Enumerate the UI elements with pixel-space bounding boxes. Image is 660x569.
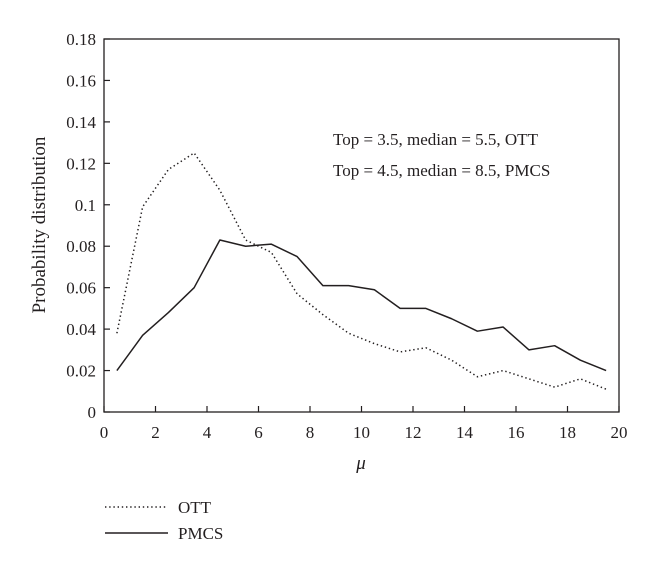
annotation-ott: Top = 3.5, median = 5.5, OTT: [333, 130, 539, 149]
y-tick-label: 0.04: [66, 320, 96, 339]
x-tick-label: 18: [559, 423, 576, 442]
y-tick-label: 0.06: [66, 279, 96, 298]
y-tick-label: 0.1: [75, 196, 96, 215]
y-tick-label: 0.08: [66, 237, 96, 256]
annotation-pmcs: Top = 4.5, median = 8.5, PMCS: [333, 161, 550, 180]
series-line-pmcs: [116, 239, 607, 372]
y-tick-label: 0.14: [66, 113, 96, 132]
x-tick-label: 14: [456, 423, 474, 442]
legend-pmcs-label: PMCS: [178, 524, 223, 543]
y-tick-label: 0.18: [66, 30, 96, 49]
x-tick-label: 8: [306, 423, 315, 442]
y-tick-label: 0.02: [66, 362, 96, 381]
x-tick-label: 2: [151, 423, 160, 442]
legend-ott-label: OTT: [178, 498, 212, 517]
y-tick-label: 0.16: [66, 71, 96, 90]
x-tick-label: 4: [203, 423, 212, 442]
series-line-ott: [116, 152, 607, 390]
x-axis: 0 2 4 6 8 10 12 14 16 18 20: [100, 406, 628, 442]
y-tick-label: 0: [88, 403, 97, 422]
y-axis-title: Probability distribution: [29, 136, 50, 313]
x-tick-label: 6: [254, 423, 263, 442]
plot-frame: [103, 38, 620, 413]
x-tick-label: 10: [353, 423, 370, 442]
x-tick-label: 0: [100, 423, 109, 442]
y-axis: 0 0.02 0.04 0.06 0.08 0.1 0.12 0.14 0.16 0.18: [66, 30, 110, 422]
x-tick-label: 16: [508, 423, 525, 442]
y-tick-label: 0.12: [66, 154, 96, 173]
legend: OTT PMCS: [105, 498, 223, 543]
x-tick-label: 20: [611, 423, 628, 442]
x-axis-title: μ: [355, 453, 366, 474]
x-tick-label: 12: [405, 423, 422, 442]
series-layer: [116, 152, 607, 390]
